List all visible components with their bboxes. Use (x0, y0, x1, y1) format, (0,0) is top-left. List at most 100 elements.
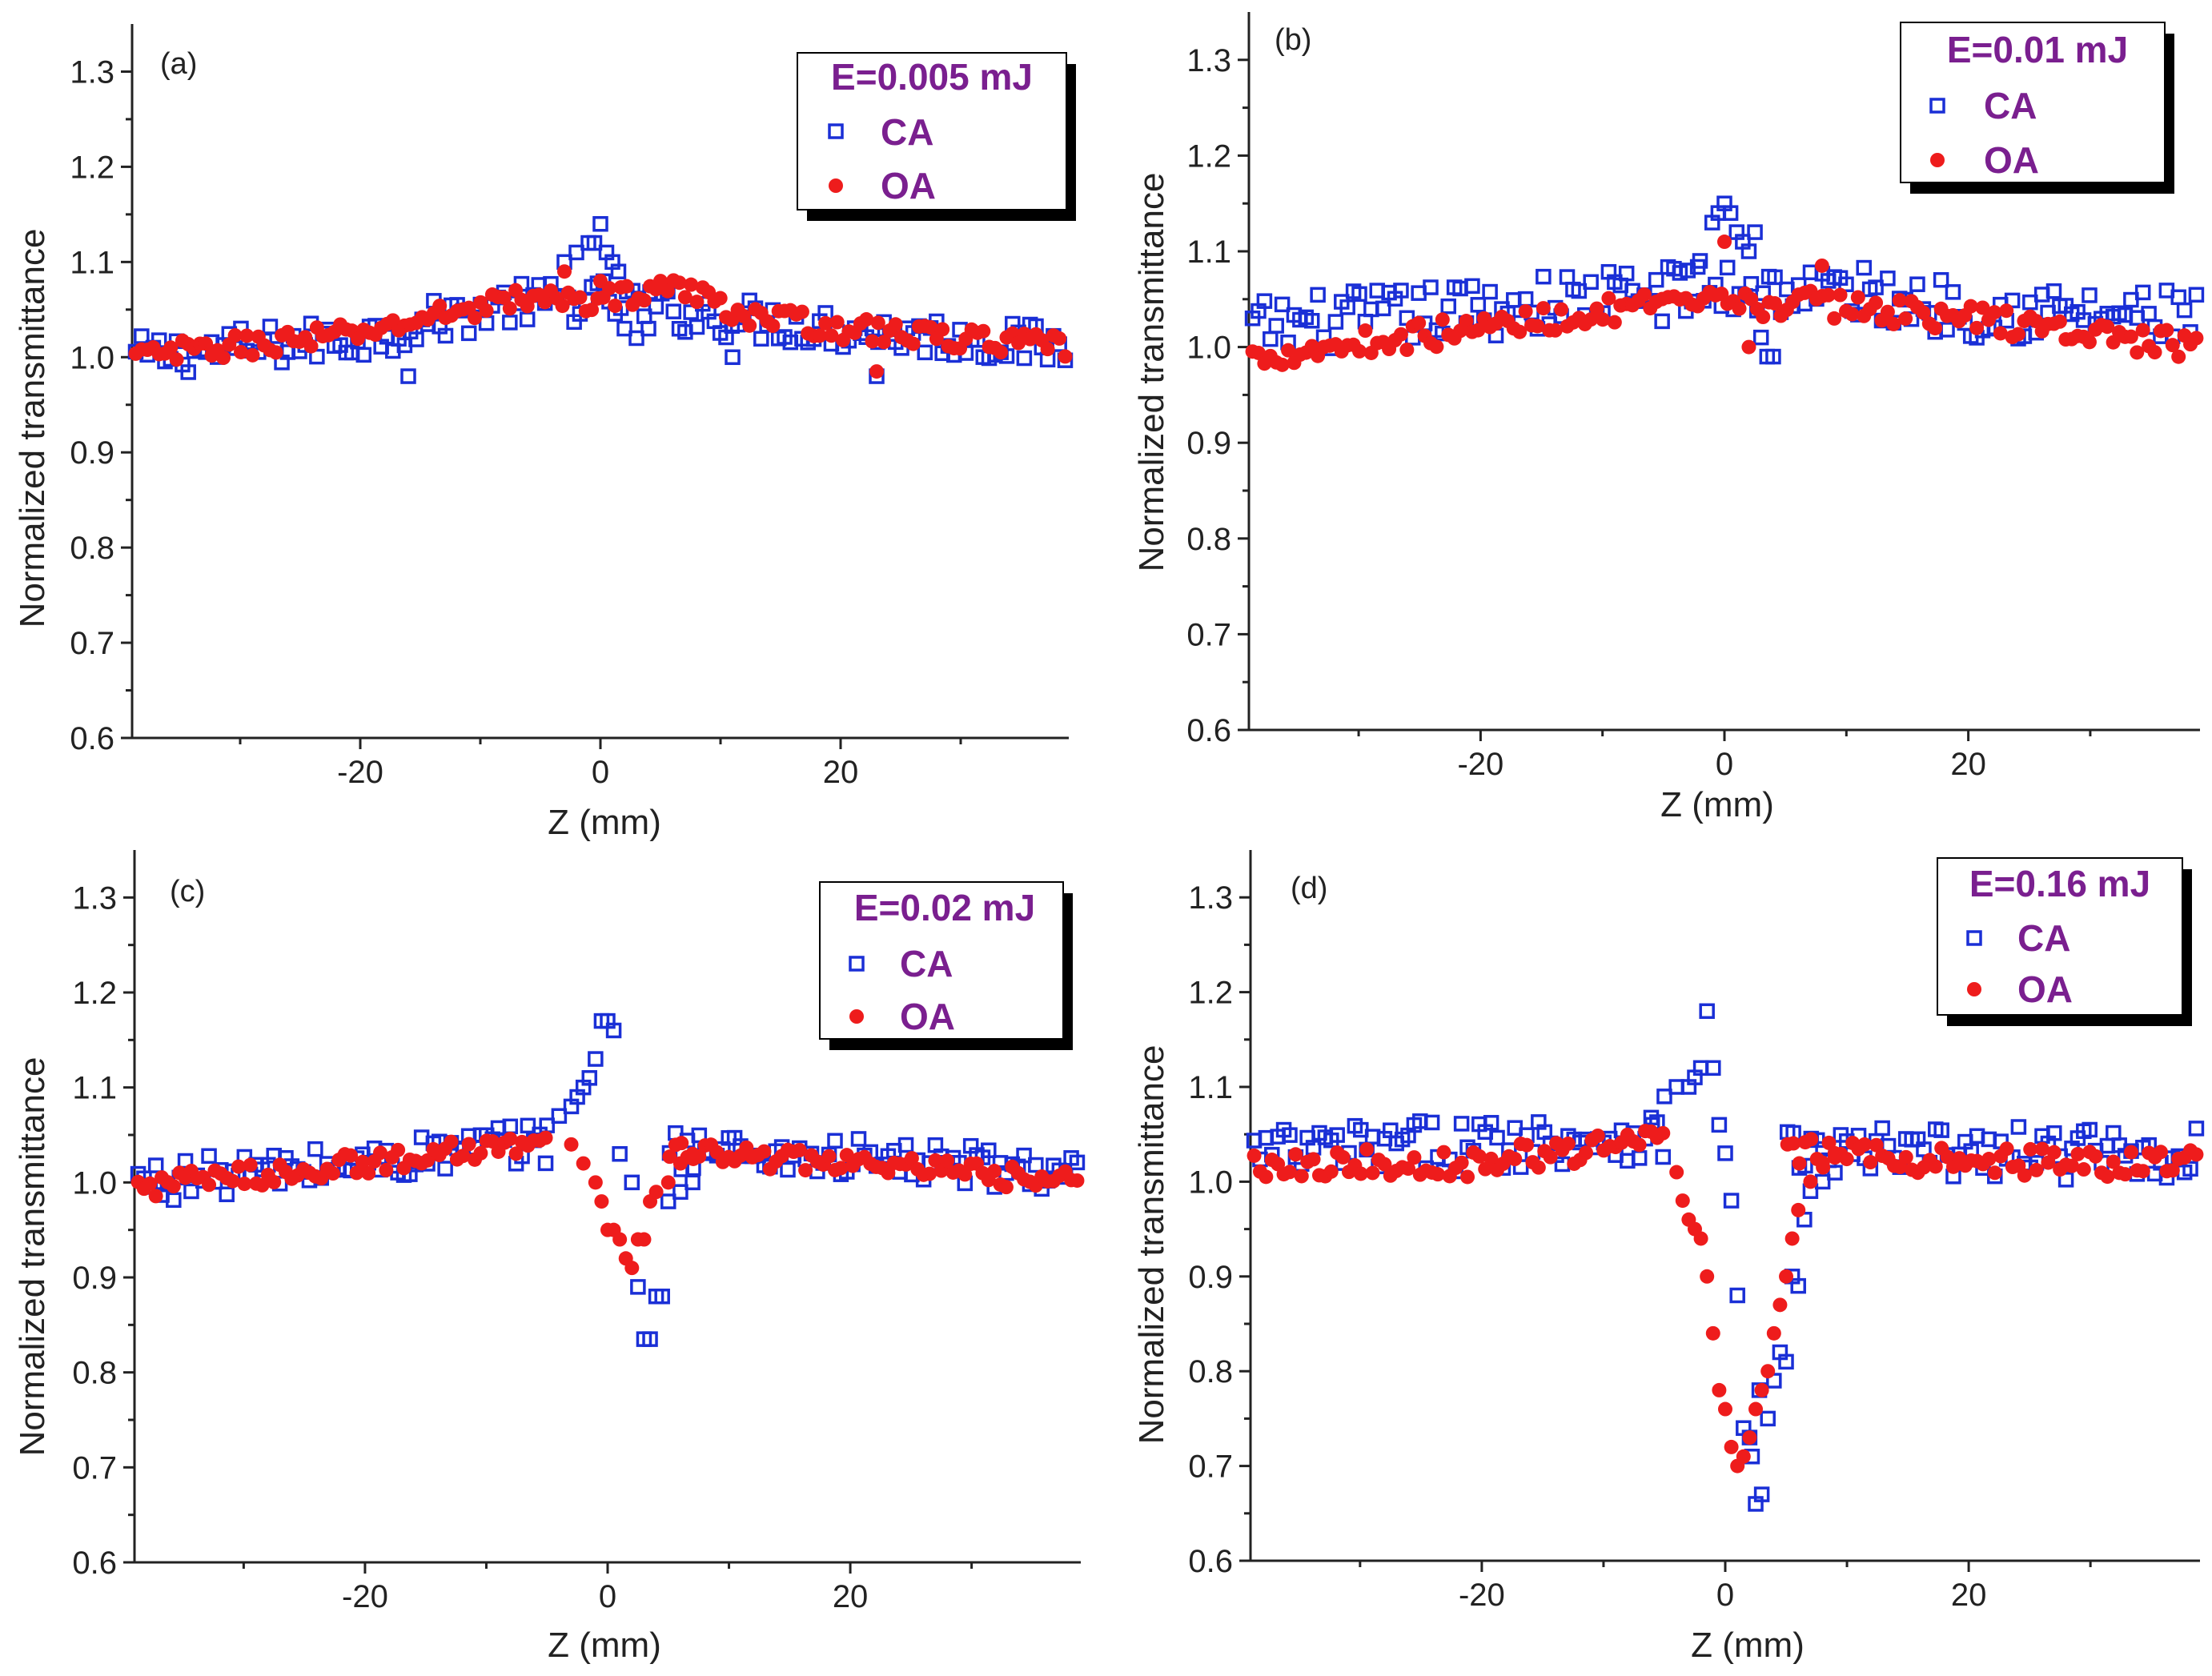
ca-point (1303, 313, 1320, 329)
ca-point (1263, 331, 1279, 347)
oa-point (1335, 1149, 1351, 1165)
oa-point (496, 290, 512, 305)
oa-point (1454, 1155, 1469, 1170)
ca-point (1723, 1193, 1740, 1209)
oa-point (593, 274, 608, 289)
oa-point (2147, 345, 2162, 360)
ca-point (1880, 271, 1896, 287)
oa-point (420, 1153, 436, 1168)
ca-point (2082, 1121, 2098, 1138)
ca-point (1672, 265, 1688, 281)
ca-point (437, 1161, 453, 1177)
ca-point (588, 1051, 604, 1067)
ca-point (2045, 283, 2062, 299)
ca-point (1464, 278, 1480, 295)
y-tick-label: 0.8 (70, 531, 114, 566)
legend-title: E=0.005 mJ (831, 56, 1033, 98)
oa-point (2189, 1147, 2204, 1162)
oa-point (742, 318, 757, 333)
oa-point (829, 315, 845, 330)
y-tick-label: 1.2 (1186, 138, 1231, 174)
oa-point (243, 1157, 258, 1173)
oa-point (1259, 1169, 1274, 1185)
oa-point (765, 319, 781, 334)
ca-point (1453, 1116, 1470, 1132)
oa-point (865, 334, 880, 349)
oa-point (1352, 343, 1367, 359)
y-tick-label: 1.2 (72, 976, 117, 1011)
oa-point (653, 274, 668, 289)
legend: E=0.01 mJ CA OA (1900, 22, 2174, 194)
oa-point (325, 1166, 340, 1181)
ca-point (1838, 276, 1854, 293)
oa-point (166, 1179, 181, 1194)
ca-point (2182, 1161, 2198, 1177)
oa-point (660, 1175, 676, 1190)
oa-point (672, 275, 687, 291)
oa-point (233, 344, 248, 359)
ca-point (665, 303, 682, 319)
ca-point (2176, 302, 2193, 319)
oa-point (619, 279, 634, 294)
oa-point (1531, 1160, 1546, 1175)
ca-point (612, 1145, 628, 1162)
ca-point (1747, 224, 1763, 240)
oa-point (1471, 1149, 1487, 1164)
oa-point (2106, 1154, 2121, 1169)
oa-point (2088, 1149, 2103, 1164)
oa-point (818, 315, 833, 331)
ca-point (183, 1183, 199, 1200)
oa-point (612, 1232, 628, 1247)
ca-point (1765, 348, 1781, 365)
y-tick-label: 0.6 (1188, 1544, 1233, 1579)
oa-point (674, 1136, 689, 1151)
oa-point (1748, 1401, 1764, 1417)
y-tick-label: 0.7 (1186, 617, 1231, 652)
ca-point (672, 1184, 688, 1200)
x-axis-label: Z (mm) (548, 803, 661, 842)
oa-point (798, 1163, 813, 1178)
oa-point (538, 1130, 553, 1145)
ca-point (616, 320, 632, 337)
ca-point (1571, 283, 1588, 299)
ca-point (1933, 1122, 1949, 1138)
oa-point (1969, 320, 1985, 335)
oa-point (1656, 1125, 1671, 1141)
oa-point (922, 1166, 937, 1181)
oa-point (2100, 319, 2115, 335)
oa-point (143, 1176, 158, 1191)
oa-point (2154, 1145, 2169, 1160)
ca-point (355, 347, 372, 363)
y-tick-label: 1.1 (1186, 235, 1231, 270)
oa-point (537, 295, 552, 310)
oa-point (1804, 1132, 1819, 1147)
ca-point (1351, 286, 1367, 303)
ca-point (1028, 1157, 1044, 1173)
legend-ca-label: CA (2017, 917, 2070, 959)
oa-point (1928, 1159, 1943, 1174)
oa-point (1732, 301, 1747, 316)
y-tick-label: 0.8 (72, 1356, 117, 1391)
ca-point (1729, 1287, 1745, 1304)
x-tick-label: 20 (833, 1579, 869, 1614)
oa-point (1987, 1165, 2002, 1181)
oa-point (1754, 1382, 1769, 1397)
ca-point (1310, 287, 1326, 303)
oa-point (859, 312, 874, 327)
ca-point (400, 368, 416, 384)
ca-point (660, 1193, 676, 1209)
oa-point (148, 1189, 163, 1204)
panel-b: (b) Normalized transmittance Z (mm) 0.6 0… (1132, 12, 2205, 824)
oa-point (584, 303, 600, 318)
ca-point (1760, 1410, 1776, 1427)
legend-title: E=0.16 mJ (1969, 863, 2150, 904)
oa-point (1717, 235, 1732, 250)
ca-point (437, 327, 454, 344)
oa-point (1768, 296, 1783, 311)
legend: E=0.16 mJ CA OA (1937, 857, 2192, 1026)
data-points (1246, 1003, 2205, 1512)
oa-point (1596, 312, 1611, 327)
y-tick-label: 0.7 (72, 1450, 117, 1486)
ca-point (2082, 287, 2098, 303)
